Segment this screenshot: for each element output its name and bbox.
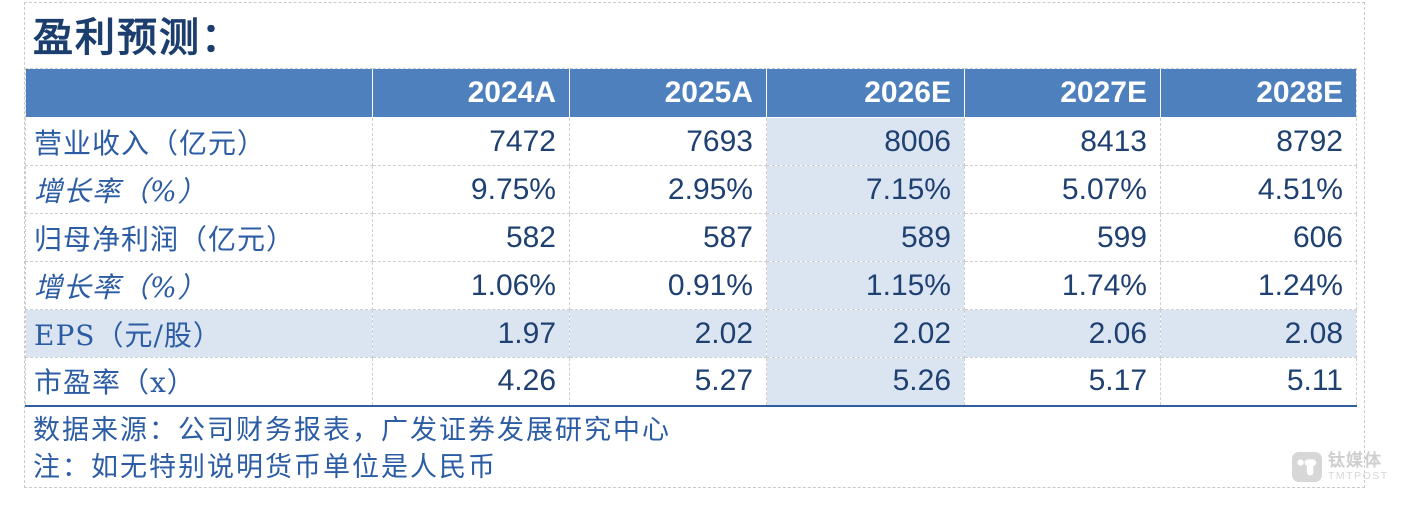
value-cell: 1.06%	[372, 261, 570, 310]
watermark-subtitle: TMTPOST	[1328, 470, 1389, 483]
value-cell: 0.91%	[569, 261, 767, 310]
value-cell: 7.15%	[766, 165, 965, 214]
table-row: 归母净利润（亿元） 582 587 589 599 606	[25, 213, 1357, 262]
table-row: EPS（元/股） 1.97 2.02 2.02 2.06 2.08	[25, 309, 1357, 358]
value-cell: 8006	[766, 117, 965, 166]
tmtpost-watermark: 钛媒体 TMTPOST	[1292, 452, 1389, 482]
value-cell: 5.07%	[964, 165, 1161, 214]
value-cell: 2.95%	[569, 165, 767, 214]
value-cell: 8792	[1160, 117, 1357, 166]
value-cell: 2.02	[569, 309, 767, 358]
value-cell: 9.75%	[372, 165, 570, 214]
table-footnotes: 数据来源：公司财务报表，广发证券发展研究中心 注：如无特别说明货币单位是人民币	[33, 412, 671, 486]
header-cell-empty	[25, 68, 373, 118]
value-cell: 4.26	[372, 357, 570, 407]
value-cell: 606	[1160, 213, 1357, 262]
row-label: 增长率（%）	[25, 165, 373, 214]
table-row: 增长率（%） 1.06% 0.91% 1.15% 1.74% 1.24%	[25, 261, 1357, 310]
watermark-text: 钛媒体 TMTPOST	[1328, 452, 1389, 482]
value-cell: 7693	[569, 117, 767, 166]
value-cell: 4.51%	[1160, 165, 1357, 214]
table-header-row: 2024A 2025A 2026E 2027E 2028E	[25, 68, 1357, 118]
tmtpost-logo-icon	[1292, 452, 1322, 482]
value-cell: 7472	[372, 117, 570, 166]
table-row: 增长率（%） 9.75% 2.95% 7.15% 5.07% 4.51%	[25, 165, 1357, 214]
row-label: 营业收入（亿元）	[25, 117, 373, 166]
table-row: 营业收入（亿元） 7472 7693 8006 8413 8792	[25, 117, 1357, 166]
row-label: 增长率（%）	[25, 261, 373, 310]
page-title: 盈利预测：	[33, 14, 243, 61]
row-label: EPS（元/股）	[25, 309, 373, 358]
value-cell: 5.27	[569, 357, 767, 407]
value-cell: 5.17	[964, 357, 1161, 407]
value-cell: 1.15%	[766, 261, 965, 310]
value-cell: 1.74%	[964, 261, 1161, 310]
header-cell-year: 2024A	[372, 68, 570, 118]
value-cell: 2.08	[1160, 309, 1357, 358]
value-cell: 582	[372, 213, 570, 262]
header-cell-year: 2027E	[964, 68, 1161, 118]
value-cell: 589	[766, 213, 965, 262]
value-cell: 5.26	[766, 357, 965, 407]
value-cell: 8413	[964, 117, 1161, 166]
value-cell: 599	[964, 213, 1161, 262]
value-cell: 1.24%	[1160, 261, 1357, 310]
row-label: 归母净利润（亿元）	[25, 213, 373, 262]
header-cell-year: 2025A	[569, 68, 767, 118]
value-cell: 2.06	[964, 309, 1161, 358]
watermark-name: 钛媒体	[1328, 451, 1382, 471]
value-cell: 5.11	[1160, 357, 1357, 407]
forecast-table: 2024A 2025A 2026E 2027E 2028E 营业收入（亿元） 7472 76…	[25, 68, 1357, 407]
currency-note: 注：如无特别说明货币单位是人民币	[33, 452, 497, 483]
row-label: 市盈率（x）	[25, 357, 373, 407]
value-cell: 2.02	[766, 309, 965, 358]
data-source-note: 数据来源：公司财务报表，广发证券发展研究中心	[33, 415, 671, 446]
table-row: 市盈率（x） 4.26 5.27 5.26 5.17 5.11	[25, 357, 1357, 407]
value-cell: 1.97	[372, 309, 570, 358]
header-cell-year: 2026E	[766, 68, 965, 118]
value-cell: 587	[569, 213, 767, 262]
header-cell-year: 2028E	[1160, 68, 1357, 118]
